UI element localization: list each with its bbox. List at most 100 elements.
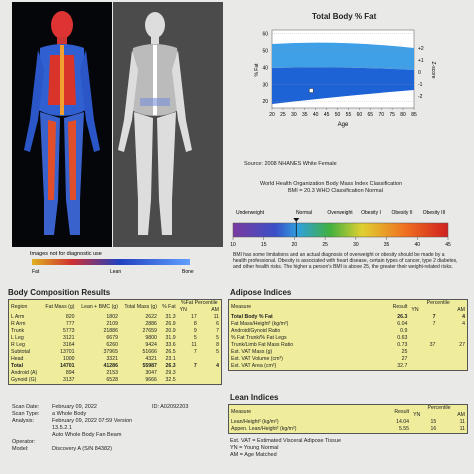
table-row: L Leg 3121 6679 9800 31.9 5 5 <box>9 335 221 342</box>
header-cell: AM <box>211 307 219 313</box>
lean-title: Lean Indices <box>230 393 279 402</box>
table-cell: Appen. Lean/Height² (kg/m²) <box>231 426 297 432</box>
bmi-class: Normal <box>296 210 312 216</box>
table-row: Est. VAT Volume (cm³) 27 <box>229 356 467 363</box>
x-tick-label: 20 <box>269 112 275 118</box>
x-tick-label: 65 <box>368 112 374 118</box>
chart-source: Source: 2008 NHANES White Female <box>244 161 337 167</box>
table-cell: 4 <box>462 321 465 327</box>
header-cell: AM <box>457 412 465 418</box>
table-cell: R Leg <box>11 342 25 348</box>
table-row: Android/Gynoid Ratio 0.9 <box>229 328 467 335</box>
scan-value: a Whole Body <box>52 411 87 417</box>
adipose-table: Measure Result Percentile YN AM Total Body % … <box>229 300 467 370</box>
table-cell: 14701 <box>60 363 75 369</box>
table-cell: 26.3 <box>397 314 408 320</box>
table-cell: 1000 <box>62 356 75 362</box>
table-row: Trunk/Limb Fat Mass Ratio 0.73 37 27 <box>229 342 467 349</box>
table-cell: 37965 <box>103 349 118 355</box>
table-cell: 11 <box>459 426 465 432</box>
table-cell: 894 <box>65 370 75 376</box>
table-cell: 7 <box>193 349 197 355</box>
z-tick-label: +1 <box>418 58 424 64</box>
y-axis-label: % Fat <box>254 63 260 77</box>
adipose-box: Measure Result Percentile YN AM Total Body % … <box>228 299 468 371</box>
table-cell: 5773 <box>62 328 75 334</box>
table-cell: 31.9 <box>165 335 176 341</box>
table-cell: 27 <box>401 356 408 362</box>
footnote: YN = Young Normal <box>230 445 279 451</box>
scan-label: Operator: <box>12 439 36 445</box>
table-cell: % Fat Trunk/% Fat Legs <box>231 335 287 341</box>
table-cell: 9666 <box>145 377 157 383</box>
table-cell: 6.04 <box>397 321 408 327</box>
table-cell <box>409 349 437 356</box>
table-cell: 820 <box>65 314 75 320</box>
header-row: Region Fat Mass (g) Lean + BMC (g) Total Ma… <box>9 300 221 310</box>
bmi-class: Underweight <box>236 210 265 216</box>
header-cell: % Fat <box>162 303 176 310</box>
x-tick-label: 25 <box>280 112 286 118</box>
table-cell: 29.3 <box>165 370 176 376</box>
bmi-class: Obesity I <box>361 210 381 216</box>
y-tick-label: 50 <box>262 48 268 54</box>
bmi-tick-label: 40 <box>415 242 421 248</box>
table-cell: Lean/Height² (kg/m²) <box>231 419 279 425</box>
footnote: AM = Age Matched <box>230 452 277 458</box>
bmi-tick-label: 45 <box>445 242 451 248</box>
table-cell: Est. VAT Volume (cm³) <box>231 356 283 362</box>
x-tick-label: 55 <box>346 112 352 118</box>
legend-label: Bone <box>182 269 194 275</box>
table-cell: 3321 <box>106 356 118 362</box>
scan-value: February 09, 2022 07:59 Version 13.5.2.1 <box>52 418 133 431</box>
table-cell: 41286 <box>103 363 118 369</box>
x-tick-label: 80 <box>400 112 406 118</box>
header-cell: Total Mass (g) <box>124 303 157 310</box>
x-tick-label: 40 <box>313 112 319 118</box>
table-cell: Android (A) <box>11 370 38 376</box>
table-row: Android (A) 894 2153 3047 29.3 <box>9 370 221 377</box>
top-graphics: Images not for diagnostic use Fat Lean Bon… <box>12 2 451 275</box>
table-cell: 55987 <box>142 363 157 369</box>
table-cell: 6528 <box>106 377 118 383</box>
table-cell: 13701 <box>60 349 75 355</box>
header-cell: Percentile <box>426 300 450 306</box>
table-cell: 2153 <box>106 370 118 376</box>
table-cell <box>437 328 467 335</box>
bmi-tick-label: 10 <box>230 242 236 248</box>
table-cell <box>437 335 467 342</box>
adipose-title: Adipose Indices <box>230 288 292 297</box>
table-cell: 2622 <box>145 314 157 320</box>
table-cell: 777 <box>65 321 75 327</box>
scan-info: Scan Date: February 09, 2022 ID: A02092203… <box>12 404 222 453</box>
table-cell: 32.5 <box>165 377 176 383</box>
table-cell: Est. VAT Mass (g) <box>231 349 273 355</box>
table-cell <box>178 377 199 384</box>
table-cell: 21886 <box>103 328 118 334</box>
table-cell: 23.1 <box>165 356 176 362</box>
legend-label: Lean <box>110 269 121 275</box>
table-row: Est. VAT Area (cm²) 32.7 <box>229 363 467 370</box>
bmi-marker <box>293 218 300 222</box>
table-row: Head 1000 3321 4321 23.1 <box>9 356 221 363</box>
table-cell: 3047 <box>145 370 157 376</box>
gray-figure <box>118 12 192 235</box>
bmi-result: BMI = 20.3 WHO Classification Normal <box>288 188 383 194</box>
table-cell <box>409 363 437 370</box>
table-cell: 9800 <box>145 335 157 341</box>
table-cell: R Arm <box>11 321 26 327</box>
table-cell: 0.9 <box>400 328 408 334</box>
table-cell <box>409 356 437 363</box>
header-cell: YN <box>413 412 421 418</box>
scan-label: Model: <box>12 446 29 452</box>
scan-row: Scan Date: February 09, 2022 ID: A02092203 <box>12 404 222 411</box>
x-tick-label: 60 <box>357 112 363 118</box>
table-cell: 32.7 <box>397 363 408 369</box>
scan-label: Scan Type: <box>12 411 40 417</box>
table-cell: 0.73 <box>397 342 408 348</box>
table-cell: 7 <box>432 314 436 320</box>
table-cell: Fat Mass/Height² (kg/m²) <box>231 321 289 327</box>
table-cell: 1802 <box>106 314 118 320</box>
table-cell: 4 <box>462 314 465 320</box>
